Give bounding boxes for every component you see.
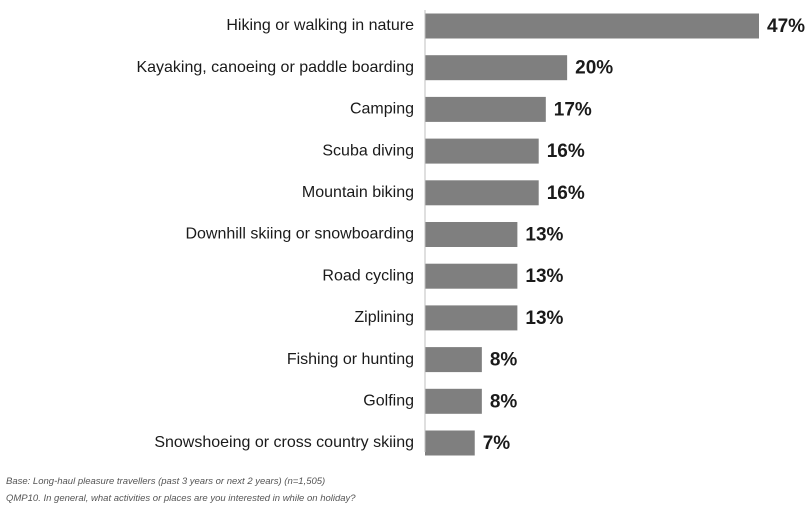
question-footnote: QMP10. In general, what activities or pl… bbox=[6, 493, 356, 504]
value-label: 20% bbox=[575, 58, 613, 79]
bar bbox=[425, 180, 539, 206]
bar bbox=[425, 13, 759, 39]
category-label: Snowshoeing or cross country skiing bbox=[154, 434, 414, 451]
bar bbox=[425, 138, 539, 164]
category-label: Kayaking, canoeing or paddle boarding bbox=[136, 59, 414, 76]
value-label: 13% bbox=[525, 266, 563, 287]
bar bbox=[425, 430, 475, 456]
bar bbox=[425, 263, 518, 289]
value-label: 16% bbox=[547, 183, 585, 204]
category-label: Mountain biking bbox=[302, 184, 414, 201]
bar bbox=[425, 388, 482, 414]
category-label: Downhill skiing or snowboarding bbox=[185, 226, 414, 243]
category-label: Ziplining bbox=[354, 309, 414, 326]
value-label: 17% bbox=[554, 99, 592, 120]
value-label: 13% bbox=[525, 308, 563, 329]
value-label: 8% bbox=[490, 350, 518, 371]
category-label: Hiking or walking in nature bbox=[226, 17, 414, 34]
category-label: Fishing or hunting bbox=[287, 351, 414, 368]
category-labels: Hiking or walking in nature Kayaking, can… bbox=[136, 17, 414, 451]
bar bbox=[425, 222, 518, 247]
value-label: 13% bbox=[525, 225, 563, 246]
value-label: 8% bbox=[490, 391, 518, 412]
bar-chart: Hiking or walking in nature Kayaking, can… bbox=[136, 10, 805, 456]
bars bbox=[425, 13, 759, 456]
category-label: Golfing bbox=[363, 393, 414, 410]
bar bbox=[425, 55, 568, 81]
base-footnote: Base: Long-haul pleasure travellers (pas… bbox=[6, 476, 326, 487]
category-label: Road cycling bbox=[322, 267, 414, 284]
category-label: Camping bbox=[350, 101, 414, 118]
value-label: 16% bbox=[547, 141, 585, 162]
category-label: Scuba diving bbox=[322, 142, 414, 159]
value-label: 47% bbox=[767, 16, 805, 37]
value-labels: 47% 20% 17% 16% 16% 13% 13% 13% 8% 8% 7% bbox=[483, 16, 805, 454]
bar bbox=[425, 305, 518, 331]
bar bbox=[425, 96, 546, 122]
value-label: 7% bbox=[483, 433, 511, 454]
bar bbox=[425, 347, 482, 373]
